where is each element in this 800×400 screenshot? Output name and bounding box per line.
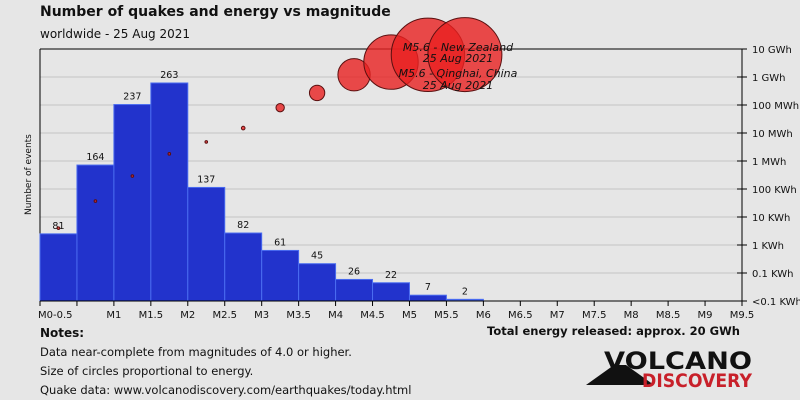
x-tick-label: M1.5: [139, 310, 164, 321]
x-tick-label: M3.5: [286, 310, 311, 321]
energy-circle: [427, 17, 503, 93]
quake-annotation-date: 25 Aug 2021: [423, 52, 493, 65]
x-tick-label: M9.5: [730, 310, 755, 321]
energy-circle: [308, 84, 326, 102]
x-tick-label: M8: [624, 310, 639, 321]
bar: [261, 249, 300, 302]
note-line: Size of circles proportional to energy.: [40, 364, 254, 378]
bar-value-label: 61: [274, 237, 286, 248]
energy-circle: [204, 140, 209, 144]
x-tick-label: M0-0.5: [38, 310, 73, 321]
quake-annotation: M5.6 - New Zealand: [403, 41, 514, 54]
bar-value-label: 263: [160, 70, 178, 81]
x-tick-label: M3: [254, 310, 269, 321]
y2-tick-label: 100 MWh: [752, 101, 799, 112]
volcano-icon: [586, 365, 654, 385]
bar: [150, 82, 189, 302]
bar-value-label: 22: [385, 270, 397, 281]
bar: [335, 278, 374, 302]
y2-tick-label: 10 MWh: [752, 129, 793, 140]
total-energy: Total energy released: approx. 20 GWh: [487, 324, 740, 338]
logo-line2: DISCOVERY: [642, 370, 752, 391]
notes-heading: Notes:: [40, 326, 85, 340]
x-tick-label: M6.5: [508, 310, 533, 321]
x-tick-label: M5: [402, 310, 417, 321]
y2-tick-label: 1 MWh: [752, 157, 786, 168]
y-axis-label: Number of events: [24, 134, 34, 215]
x-tick-label: M1: [106, 310, 121, 321]
bar: [39, 233, 78, 302]
bar-value-label: 45: [311, 251, 323, 262]
chart-title: Number of quakes and energy vs magnitude: [40, 4, 391, 20]
bar: [113, 104, 152, 302]
x-tick-label: M2: [180, 310, 195, 321]
bar: [298, 263, 337, 302]
x-tick-label: M5.5: [434, 310, 459, 321]
y2-tick-label: 0.1 KWh: [752, 269, 794, 280]
energy-circle: [56, 226, 61, 230]
x-tick-label: M7.5: [582, 310, 607, 321]
energy-circle: [275, 103, 285, 113]
y2-tick-label: 1 GWh: [752, 73, 786, 84]
quake-annotation-date: 25 Aug 2021: [423, 79, 493, 92]
quake-annotation: M5.6 - Qinghai, China: [399, 67, 518, 80]
x-tick-label: M8.5: [656, 310, 681, 321]
bar-value-label: 26: [348, 266, 360, 277]
note-line: Data near-complete from magnitudes of 4.…: [40, 345, 352, 359]
energy-circle: [167, 152, 172, 156]
y2-tick-label: 10 KWh: [752, 213, 790, 224]
bar: [76, 164, 115, 302]
bar-value-label: 137: [197, 174, 215, 185]
energy-circle: [93, 199, 98, 203]
x-tick-label: M2.5: [212, 310, 237, 321]
x-tick-label: M4: [328, 310, 343, 321]
bar-value-label: 82: [237, 220, 249, 231]
x-tick-label: M7: [550, 310, 565, 321]
bar-value-label: 237: [123, 92, 141, 103]
volcanodiscovery-logo: VOLCANO DISCOVERY: [586, 347, 752, 391]
y2-tick-label: 10 GWh: [752, 45, 792, 56]
bar-value-label: 2: [462, 286, 468, 297]
bar: [408, 294, 447, 302]
energy-circle: [240, 125, 246, 131]
logo-line1: VOLCANO: [604, 347, 752, 375]
bar-value-label: 7: [425, 282, 431, 293]
y2-tick-label: <0.1 KWh: [752, 297, 800, 308]
y2-tick-label: 100 KWh: [752, 185, 797, 196]
note-line: Quake data: www.volcanodiscovery.com/ear…: [40, 383, 412, 397]
y2-tick-label: 1 KWh: [752, 241, 784, 252]
bar: [224, 232, 263, 302]
bar-value-label: 164: [86, 152, 104, 163]
notes: Notes: Data near-complete from magnitude…: [40, 324, 411, 400]
x-tick-label: M9: [698, 310, 713, 321]
bar: [372, 282, 410, 302]
energy-circle: [130, 174, 135, 178]
chart-subtitle: worldwide - 25 Aug 2021: [40, 27, 191, 41]
bar: [187, 186, 226, 302]
x-tick-label: M4.5: [360, 310, 385, 321]
x-tick-label: M6: [476, 310, 491, 321]
